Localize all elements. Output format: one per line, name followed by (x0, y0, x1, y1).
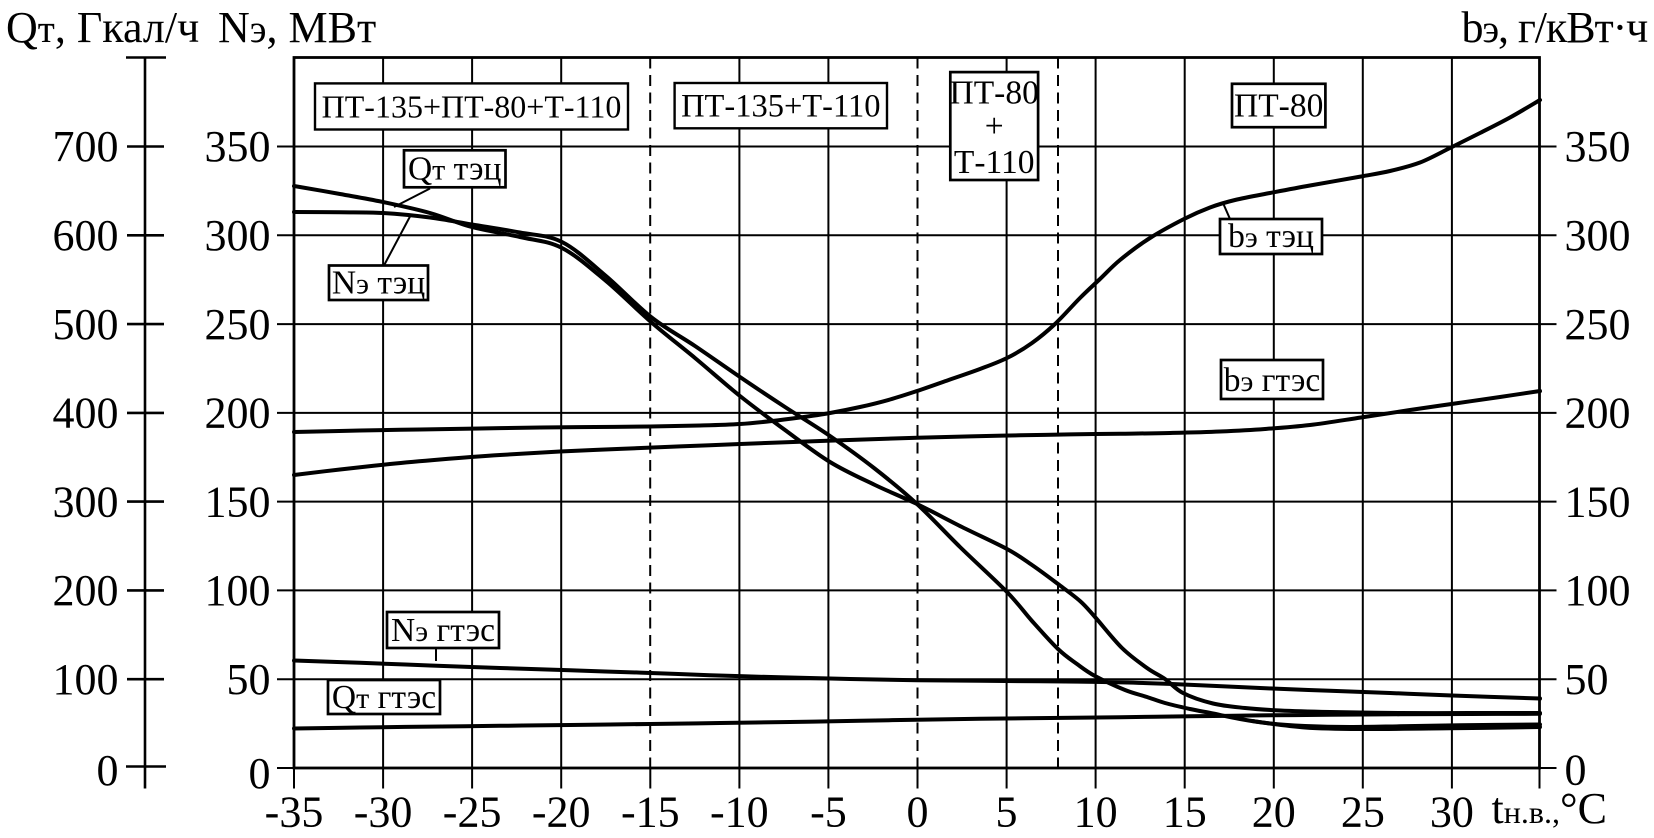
svg-text:bэ тэц: bэ тэц (1228, 218, 1314, 255)
svg-text:-15: -15 (621, 788, 680, 837)
svg-text:Nэ тэц: Nэ тэц (332, 265, 425, 302)
svg-text:30: 30 (1430, 788, 1474, 837)
svg-text:200: 200 (205, 389, 271, 438)
svg-text:100: 100 (53, 655, 119, 704)
svg-text:350: 350 (1565, 122, 1631, 171)
svg-text:-25: -25 (443, 788, 502, 837)
svg-text:0: 0 (1565, 746, 1587, 795)
svg-text:-5: -5 (810, 788, 847, 837)
svg-text:10: 10 (1074, 788, 1118, 837)
svg-text:25: 25 (1341, 788, 1385, 837)
svg-text:+: + (985, 108, 1004, 145)
svg-text:-20: -20 (532, 788, 591, 837)
svg-text:250: 250 (205, 300, 271, 349)
svg-text:250: 250 (1565, 300, 1631, 349)
svg-text:-30: -30 (354, 788, 413, 837)
svg-text:15: 15 (1163, 788, 1207, 837)
svg-text:bэ, г/кВт·ч: bэ, г/кВт·ч (1462, 3, 1649, 52)
svg-text:0: 0 (97, 746, 119, 795)
svg-text:Qт гтэс: Qт гтэс (332, 679, 436, 716)
svg-text:Nэ гтэс: Nэ гтэс (391, 612, 495, 649)
svg-text:50: 50 (1565, 655, 1609, 704)
svg-text:600: 600 (53, 211, 119, 260)
svg-text:200: 200 (53, 566, 119, 615)
svg-text:0: 0 (249, 749, 271, 798)
svg-text:50: 50 (227, 655, 271, 704)
svg-text:Qт тэц: Qт тэц (408, 151, 502, 188)
svg-text:100: 100 (205, 566, 271, 615)
svg-text:Т-110: Т-110 (954, 144, 1035, 181)
svg-text:200: 200 (1565, 389, 1631, 438)
svg-text:ПТ-80: ПТ-80 (1234, 88, 1323, 125)
svg-text:ПТ-80: ПТ-80 (950, 75, 1039, 112)
svg-text:-10: -10 (710, 788, 769, 837)
svg-text:300: 300 (53, 477, 119, 526)
svg-text:150: 150 (1565, 477, 1631, 526)
svg-text:ПТ-135+Т-110: ПТ-135+Т-110 (681, 89, 880, 125)
svg-text:20: 20 (1252, 788, 1296, 837)
svg-text:100: 100 (1565, 566, 1631, 615)
svg-text:-35: -35 (265, 788, 324, 837)
svg-text:350: 350 (205, 122, 271, 171)
svg-text:500: 500 (53, 300, 119, 349)
svg-text:400: 400 (53, 389, 119, 438)
svg-text:Qт, Гкал/ч: Qт, Гкал/ч (6, 3, 199, 52)
svg-text:Nэ, МВт: Nэ, МВт (218, 3, 376, 52)
svg-text:5: 5 (996, 788, 1018, 837)
svg-text:bэ гтэс: bэ гтэс (1224, 362, 1320, 399)
svg-text:300: 300 (205, 211, 271, 260)
svg-text:ПТ-135+ПТ-80+Т-110: ПТ-135+ПТ-80+Т-110 (322, 89, 622, 125)
svg-text:150: 150 (205, 477, 271, 526)
svg-text:0: 0 (906, 788, 928, 837)
svg-text:300: 300 (1565, 211, 1631, 260)
svg-text:700: 700 (53, 122, 119, 171)
